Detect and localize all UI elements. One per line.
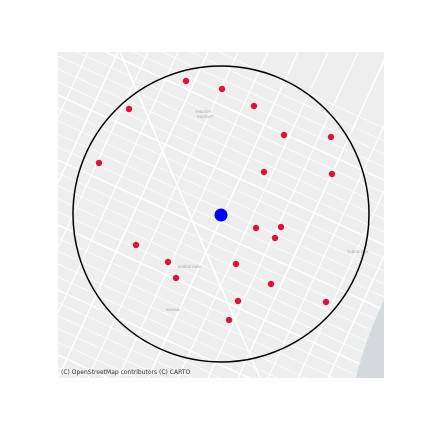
street-line (58, 381, 384, 432)
street-line (58, 68, 384, 220)
point-marker[interactable] (267, 280, 275, 288)
street-line (119, 52, 261, 378)
street-line (58, 328, 166, 378)
point-marker[interactable] (271, 234, 279, 242)
east-river-water (356, 300, 384, 378)
point-marker[interactable] (252, 224, 260, 232)
street-line (58, 394, 384, 432)
point-marker[interactable] (322, 298, 330, 306)
street-line (58, 159, 384, 311)
street-line (297, 189, 384, 378)
radius-circle (72, 65, 370, 363)
street-line (177, 52, 329, 378)
point-markers (95, 77, 336, 324)
street-line (58, 120, 384, 272)
center-location-marker[interactable] (214, 208, 228, 222)
point-marker[interactable] (125, 105, 133, 113)
point-marker[interactable] (225, 316, 233, 324)
street-line (58, 52, 209, 378)
district-label-koreatown: KOREATOWN (178, 265, 201, 269)
district-label-theater: THEATER (194, 110, 211, 114)
street-line (58, 81, 384, 233)
street-line (267, 124, 384, 378)
street-line (58, 172, 384, 324)
street-line (58, 224, 384, 376)
street-line (237, 58, 384, 378)
street-line (418, 52, 432, 378)
street-line (58, 250, 335, 378)
street-line (87, 52, 239, 378)
point-marker[interactable] (280, 131, 288, 139)
point-marker[interactable] (234, 297, 242, 305)
point-marker[interactable] (327, 133, 335, 141)
point-marker[interactable] (328, 170, 336, 178)
street-line (58, 52, 179, 315)
point-marker[interactable] (172, 274, 180, 282)
map-attribution: (C) OpenStreetMap contributors (C) CARTO (61, 369, 191, 376)
street-line (76, 52, 384, 194)
street-line (58, 52, 119, 185)
street-line (161, 52, 384, 155)
street-line (207, 52, 359, 378)
street-line (58, 52, 89, 119)
street-line (217, 52, 384, 129)
street-line (58, 146, 384, 298)
street-line (327, 254, 384, 378)
point-marker[interactable] (250, 102, 258, 110)
street-line (58, 107, 384, 259)
point-marker[interactable] (232, 260, 240, 268)
street-line (58, 198, 384, 350)
street-line (58, 94, 384, 246)
point-marker[interactable] (164, 258, 172, 266)
street-line (388, 52, 432, 378)
street-line (58, 237, 364, 378)
point-marker[interactable] (260, 168, 268, 176)
street-line (58, 263, 307, 378)
street-line (58, 302, 222, 378)
point-marker[interactable] (277, 223, 285, 231)
point-marker[interactable] (218, 85, 226, 93)
street-line (117, 52, 269, 378)
point-marker[interactable] (182, 77, 190, 85)
street-line (58, 185, 384, 337)
street-line (58, 52, 59, 54)
street-line (0, 52, 28, 378)
point-marker[interactable] (132, 241, 140, 249)
street-line (58, 276, 279, 378)
point-marker[interactable] (95, 159, 103, 167)
district-label-tudor-city: TUDOR CITY (346, 250, 369, 254)
district-label-nomad: NOMAD (166, 308, 180, 312)
street-line (58, 315, 194, 378)
district-label-district: DISTRICT (197, 115, 214, 119)
street-line (58, 341, 138, 378)
street-line (58, 407, 384, 432)
street-line (58, 55, 384, 207)
street-line (104, 52, 384, 181)
